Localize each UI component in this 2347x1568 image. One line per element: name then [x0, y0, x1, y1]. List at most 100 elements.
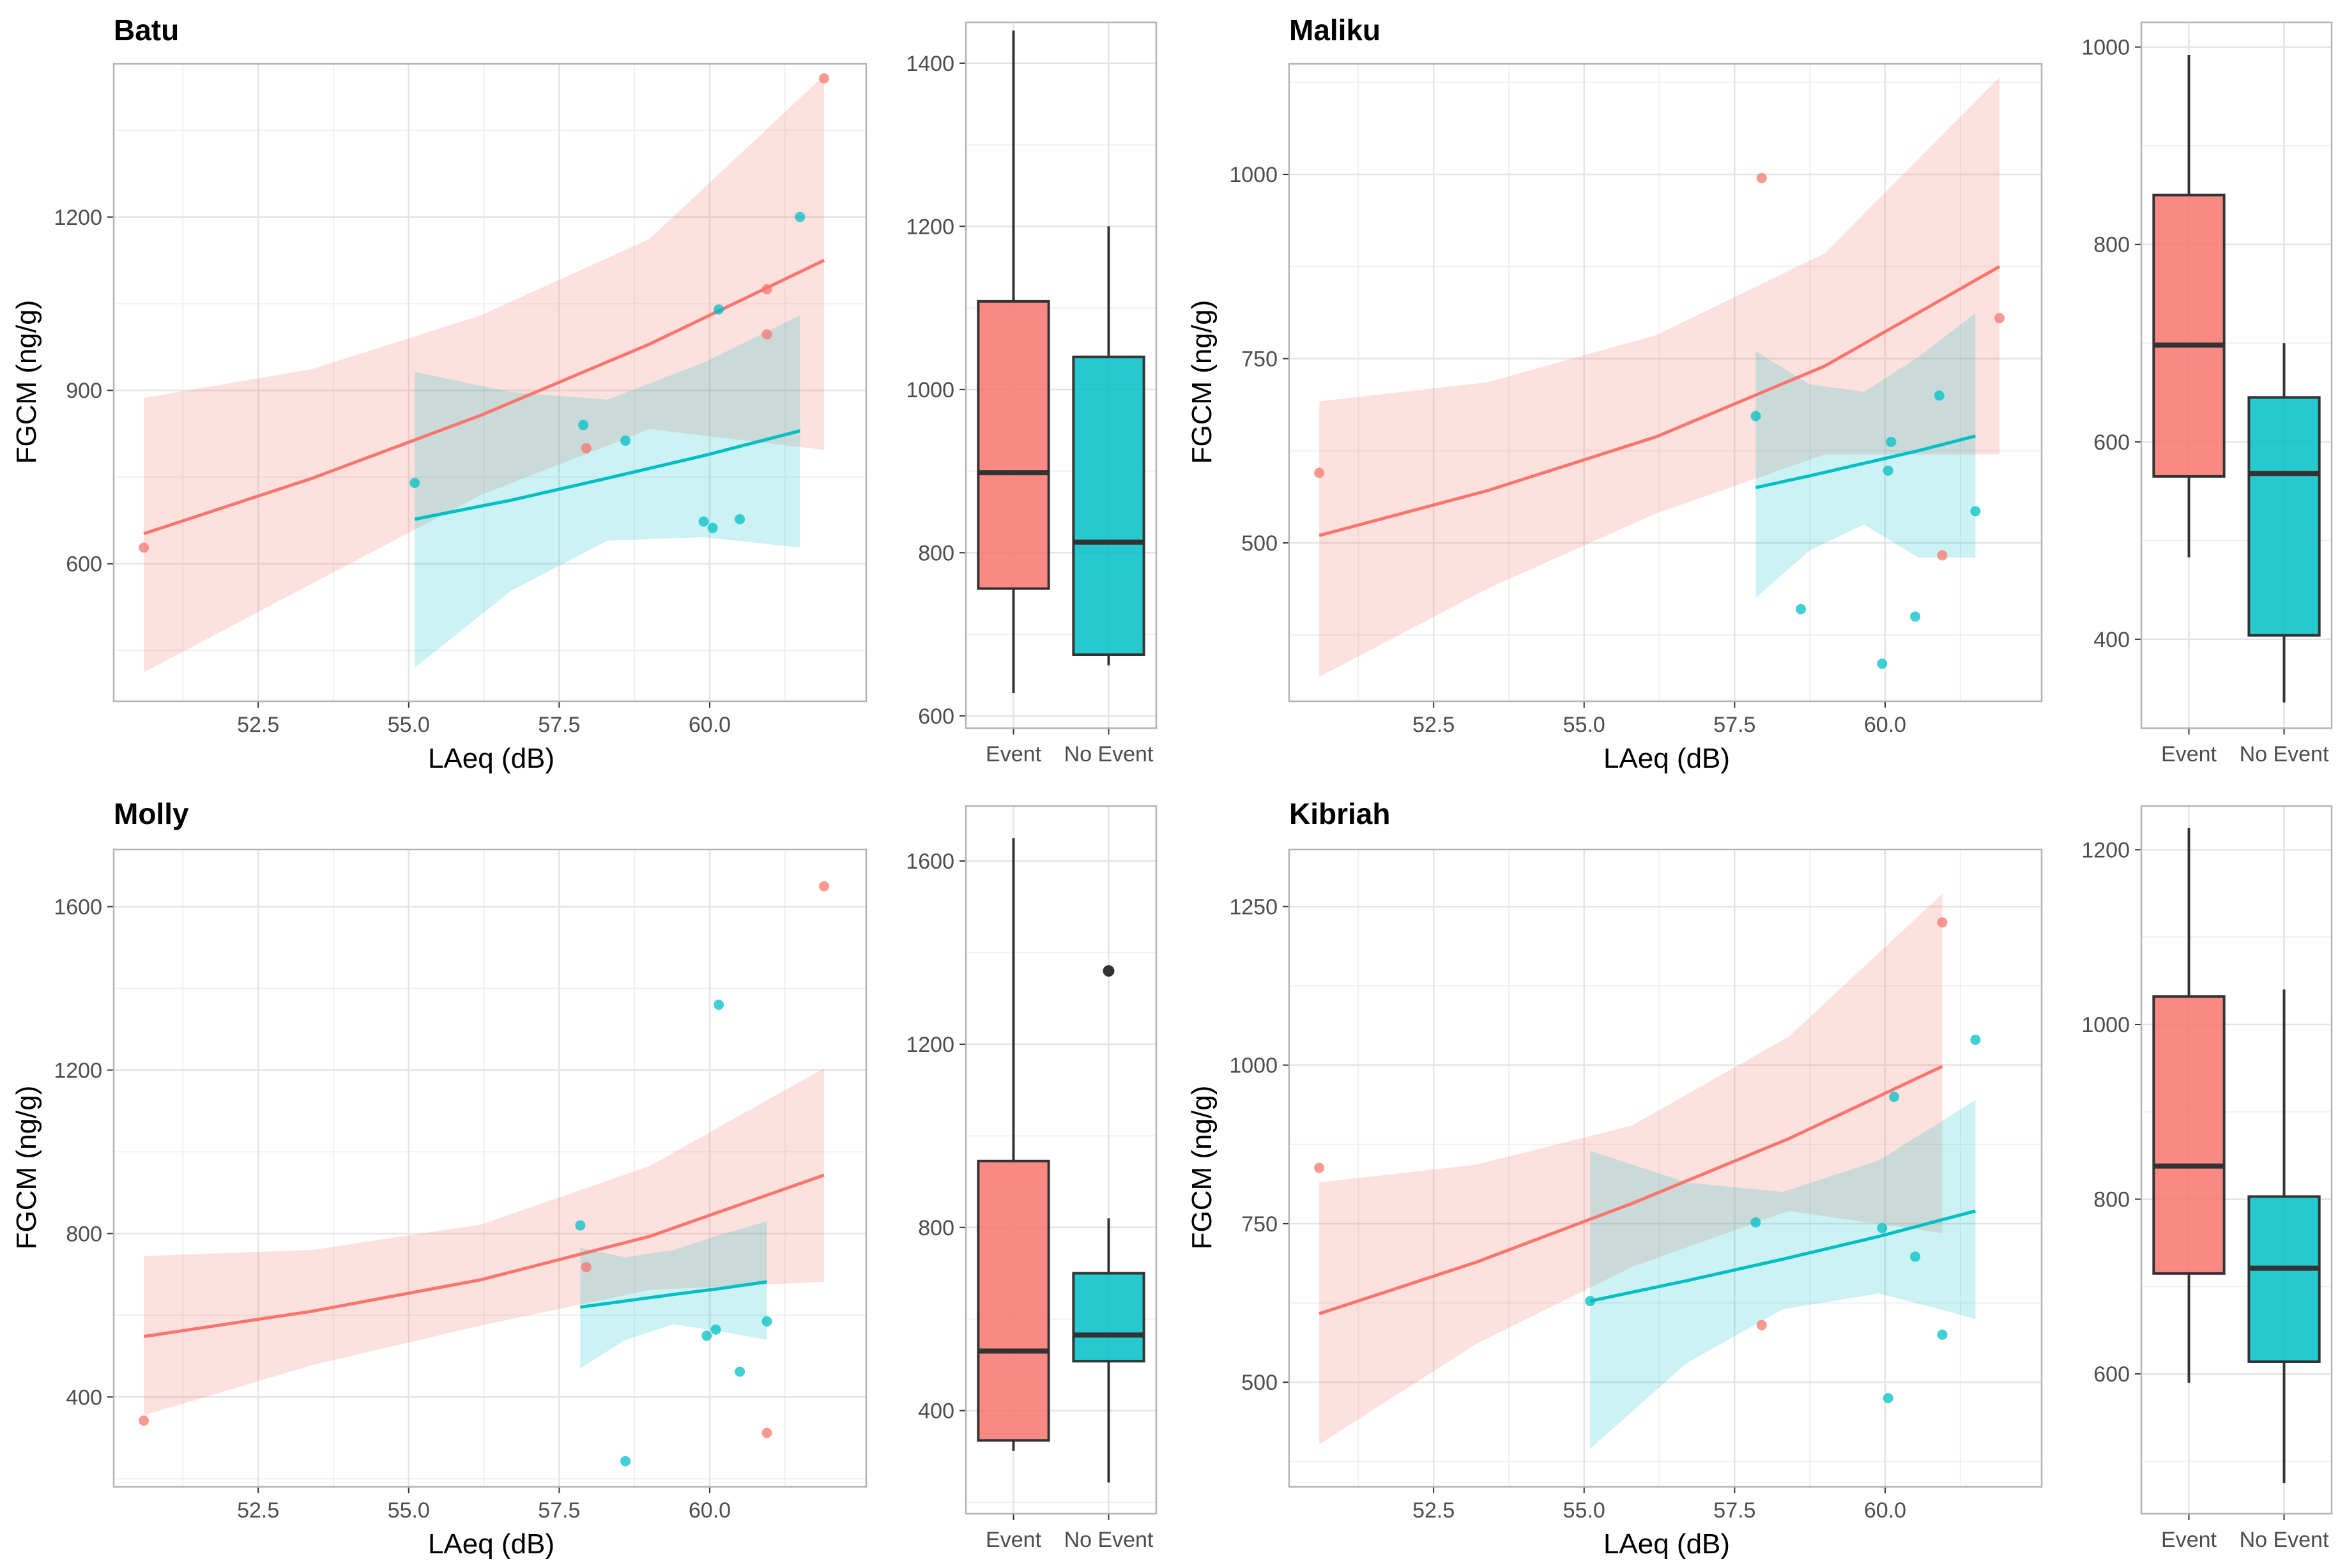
molly-x-tick-label: 57.5 — [538, 1498, 580, 1523]
molly-event-confidence-band — [144, 1068, 825, 1416]
molly-no-event-point — [714, 1000, 724, 1010]
maliku-event-point — [1756, 172, 1767, 183]
batu-no-event-point — [620, 435, 631, 446]
molly-box-y-tick-label: 800 — [918, 1216, 954, 1240]
maliku-box-y-tick-label: 800 — [2093, 233, 2130, 257]
molly-scatter-panel: Molly LAeq (dB) FGCM (ng/g) 52.5 55.0 57.5… — [11, 797, 868, 1560]
molly-box-y-tick-label: 1600 — [906, 849, 954, 874]
batu-no-event-point — [714, 304, 724, 315]
kibriah-box-y-tick-label: 800 — [2093, 1188, 2130, 1212]
kibriah-no-event-confidence-band — [1590, 1100, 1976, 1449]
molly-box-x-tick-label: No Event — [1064, 1528, 1154, 1552]
batu-event-confidence-band — [144, 75, 825, 673]
batu-box-x-tick-label: Event — [986, 742, 1041, 766]
batu-event-point — [581, 443, 592, 453]
batu-y-tick-label: 600 — [66, 552, 102, 577]
molly-box-panel: 400 800 1200 1600 Event No Event — [906, 805, 1158, 1552]
kibriah-title: Kibriah — [1289, 797, 1390, 830]
kibriah-no-event-point — [1883, 1392, 1893, 1403]
maliku-no-event-point — [1883, 465, 1893, 476]
maliku-no-event-box — [2247, 396, 2321, 637]
batu-no-event-point — [707, 522, 718, 533]
maliku-no-event-point — [1934, 390, 1945, 401]
molly-event-point — [819, 881, 830, 892]
kibriah-no-event-point — [1585, 1296, 1596, 1307]
molly-no-event-point — [710, 1324, 721, 1335]
kibriah-x-tick-label: 55.0 — [1563, 1498, 1605, 1523]
kibriah-box-panel-border — [2140, 805, 2333, 1515]
batu-no-event-box — [1072, 355, 1145, 657]
maliku-x-tick-label: 60.0 — [1864, 713, 1906, 737]
kibriah-x-tick-label: 52.5 — [1412, 1498, 1455, 1523]
molly-x-tick-label: 60.0 — [689, 1498, 731, 1523]
batu-scatter-panel: Batu LAeq (dB) FGCM (ng/g) 52.5 55.0 57.5 6… — [11, 13, 868, 774]
batu-title: Batu — [114, 13, 179, 47]
kibriah-box-x-tick-label: Event — [2161, 1528, 2217, 1552]
kibriah-box-x-tick-label: No Event — [2240, 1528, 2329, 1552]
molly-no-event-point — [620, 1456, 631, 1466]
molly-no-event-point — [701, 1330, 712, 1341]
kibriah-no-event-box — [2247, 1195, 2321, 1363]
kibriah-no-event-point — [1970, 1034, 1981, 1045]
kibriah-y-tick-label: 1250 — [1229, 895, 1278, 919]
maliku-box-panel-border — [2140, 21, 2333, 729]
maliku-no-event-fit-line — [1755, 434, 1976, 489]
batu-event-point — [761, 284, 772, 294]
kibriah-box-y-tick-label: 1200 — [2081, 838, 2130, 862]
kibriah-y-tick-label: 500 — [1241, 1371, 1278, 1395]
batu-no-event-point — [735, 514, 745, 524]
batu-x-tick-label: 55.0 — [388, 713, 430, 737]
kibriah-event-box — [2152, 995, 2226, 1275]
maliku-y-tick-label: 750 — [1241, 347, 1278, 372]
molly-event-point — [761, 1427, 772, 1438]
batu-x-tick-label: 52.5 — [237, 713, 279, 737]
maliku-event-fit-line — [1319, 265, 2001, 537]
batu-x-tick-label: 57.5 — [538, 713, 580, 737]
batu-x-axis-label: LAeq (dB) — [428, 743, 554, 774]
kibriah-box-y-tick-label: 1000 — [2081, 1013, 2130, 1037]
kibriah-no-event-point — [1750, 1217, 1761, 1228]
molly-x-tick-label: 52.5 — [237, 1498, 279, 1523]
kibriah-event-fit-line — [1319, 1065, 1943, 1316]
batu-no-event-point — [698, 516, 709, 527]
batu-box-x-tick-label: No Event — [1064, 742, 1154, 766]
molly-panel-border — [112, 848, 868, 1488]
batu-box-y-tick-label: 1000 — [906, 378, 954, 402]
batu-event-point — [139, 542, 149, 553]
maliku-no-event-point — [1796, 604, 1807, 614]
batu-box-y-tick-label: 1200 — [906, 215, 954, 239]
maliku-y-tick-label: 1000 — [1229, 163, 1278, 187]
maliku-x-tick-label: 55.0 — [1563, 713, 1605, 737]
maliku-box-y-tick-label: 1000 — [2081, 36, 2130, 60]
molly-y-tick-label: 400 — [66, 1385, 102, 1410]
molly-no-event-fit-line — [580, 1280, 767, 1309]
kibriah-no-event-point — [1937, 1329, 1948, 1340]
batu-box-panel: 600 800 1000 1200 1400 Event No Event — [906, 21, 1158, 766]
molly-box-y-tick-label: 400 — [918, 1399, 954, 1424]
molly-y-tick-label: 1200 — [54, 1058, 102, 1083]
kibriah-y-axis-label: FGCM (ng/g) — [1186, 1086, 1218, 1250]
batu-y-tick-label: 1200 — [54, 206, 102, 230]
molly-x-axis-label: LAeq (dB) — [428, 1528, 554, 1560]
molly-title: Molly — [114, 797, 189, 830]
molly-no-event-point — [761, 1316, 772, 1327]
molly-box-x-tick-label: Event — [986, 1528, 1041, 1552]
maliku-event-confidence-band — [1319, 77, 2000, 677]
maliku-x-axis-label: LAeq (dB) — [1603, 743, 1730, 774]
molly-no-event-point — [735, 1366, 745, 1377]
batu-no-event-point — [409, 477, 420, 488]
batu-event-point — [819, 73, 830, 84]
maliku-box-y-tick-label: 600 — [2093, 430, 2130, 455]
maliku-no-event-confidence-band — [1755, 312, 1976, 598]
batu-panel-border — [112, 63, 868, 703]
kibriah-no-event-fit-line — [1589, 1209, 1976, 1303]
kibriah-event-point — [1756, 1320, 1767, 1330]
kibriah-y-tick-label: 1000 — [1229, 1054, 1278, 1078]
kibriah-event-point — [1314, 1162, 1325, 1173]
kibriah-x-tick-label: 57.5 — [1713, 1498, 1755, 1523]
maliku-box-x-tick-label: No Event — [2240, 742, 2329, 766]
molly-y-tick-label: 1600 — [54, 895, 102, 920]
maliku-event-box — [2152, 194, 2226, 478]
maliku-event-point — [1994, 313, 2005, 324]
